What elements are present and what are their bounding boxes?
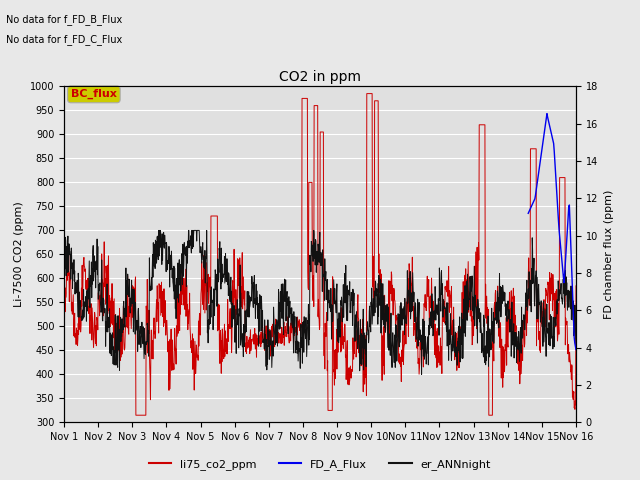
Y-axis label: FD chamber flux (ppm): FD chamber flux (ppm) [604, 190, 614, 319]
Y-axis label: Li-7500 CO2 (ppm): Li-7500 CO2 (ppm) [14, 202, 24, 307]
Text: BC_flux: BC_flux [71, 89, 117, 99]
Title: CO2 in ppm: CO2 in ppm [279, 70, 361, 84]
Legend: li75_co2_ppm, FD_A_Flux, er_ANNnight: li75_co2_ppm, FD_A_Flux, er_ANNnight [145, 455, 495, 474]
Text: No data for f_FD_C_Flux: No data for f_FD_C_Flux [6, 34, 123, 45]
Text: No data for f_FD_B_Flux: No data for f_FD_B_Flux [6, 14, 123, 25]
